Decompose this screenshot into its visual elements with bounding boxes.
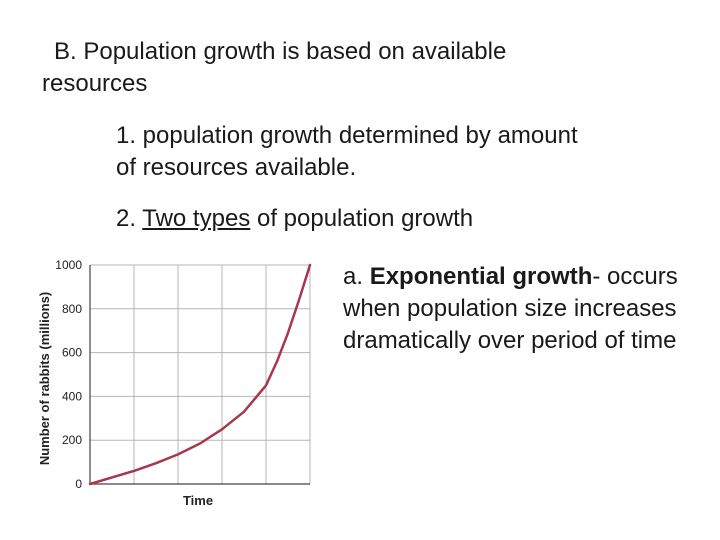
y-tick-label: 800 [62, 302, 82, 316]
bullet-point-2-suffix: of population growth [250, 205, 474, 232]
slide-heading-line-2: resources [42, 70, 148, 97]
sub-point-a: a. Exponential growth- occurs when popul… [343, 261, 708, 357]
slide-heading: B. Population growth is based on availab… [42, 36, 642, 100]
sub-point-a-description: - occurs when population size increases … [343, 263, 678, 354]
y-tick-label: 1000 [55, 258, 82, 272]
slide-heading-line-1: B. Population growth is based on availab… [54, 38, 507, 65]
x-axis-label: Time [183, 493, 213, 508]
y-tick-label: 400 [62, 389, 82, 403]
sub-point-a-prefix: a. [343, 263, 370, 290]
bullet-point-2-underlined: Two types [142, 205, 251, 232]
growth-curve-line [88, 263, 312, 486]
bullet-point-2-prefix: 2. [116, 205, 143, 232]
bullet-point-1-line-1: 1. population growth determined by amoun… [116, 122, 578, 149]
y-tick-label: 600 [62, 346, 82, 360]
exponential-growth-chart: 0 200 400 600 800 1000 Time Number of rabbits (… [37, 258, 312, 508]
bullet-point-2: 2. Two types of population growth [116, 203, 676, 235]
sub-point-a-term: Exponential growth [369, 263, 593, 290]
bullet-point-1-line-2: of resources available. [116, 154, 357, 181]
bullet-point-1: 1. population growth determined by amoun… [116, 120, 676, 184]
y-tick-label: 200 [62, 433, 82, 447]
y-axis-label: Number of rabbits (millions) [37, 292, 52, 465]
y-tick-label: 0 [75, 477, 82, 491]
